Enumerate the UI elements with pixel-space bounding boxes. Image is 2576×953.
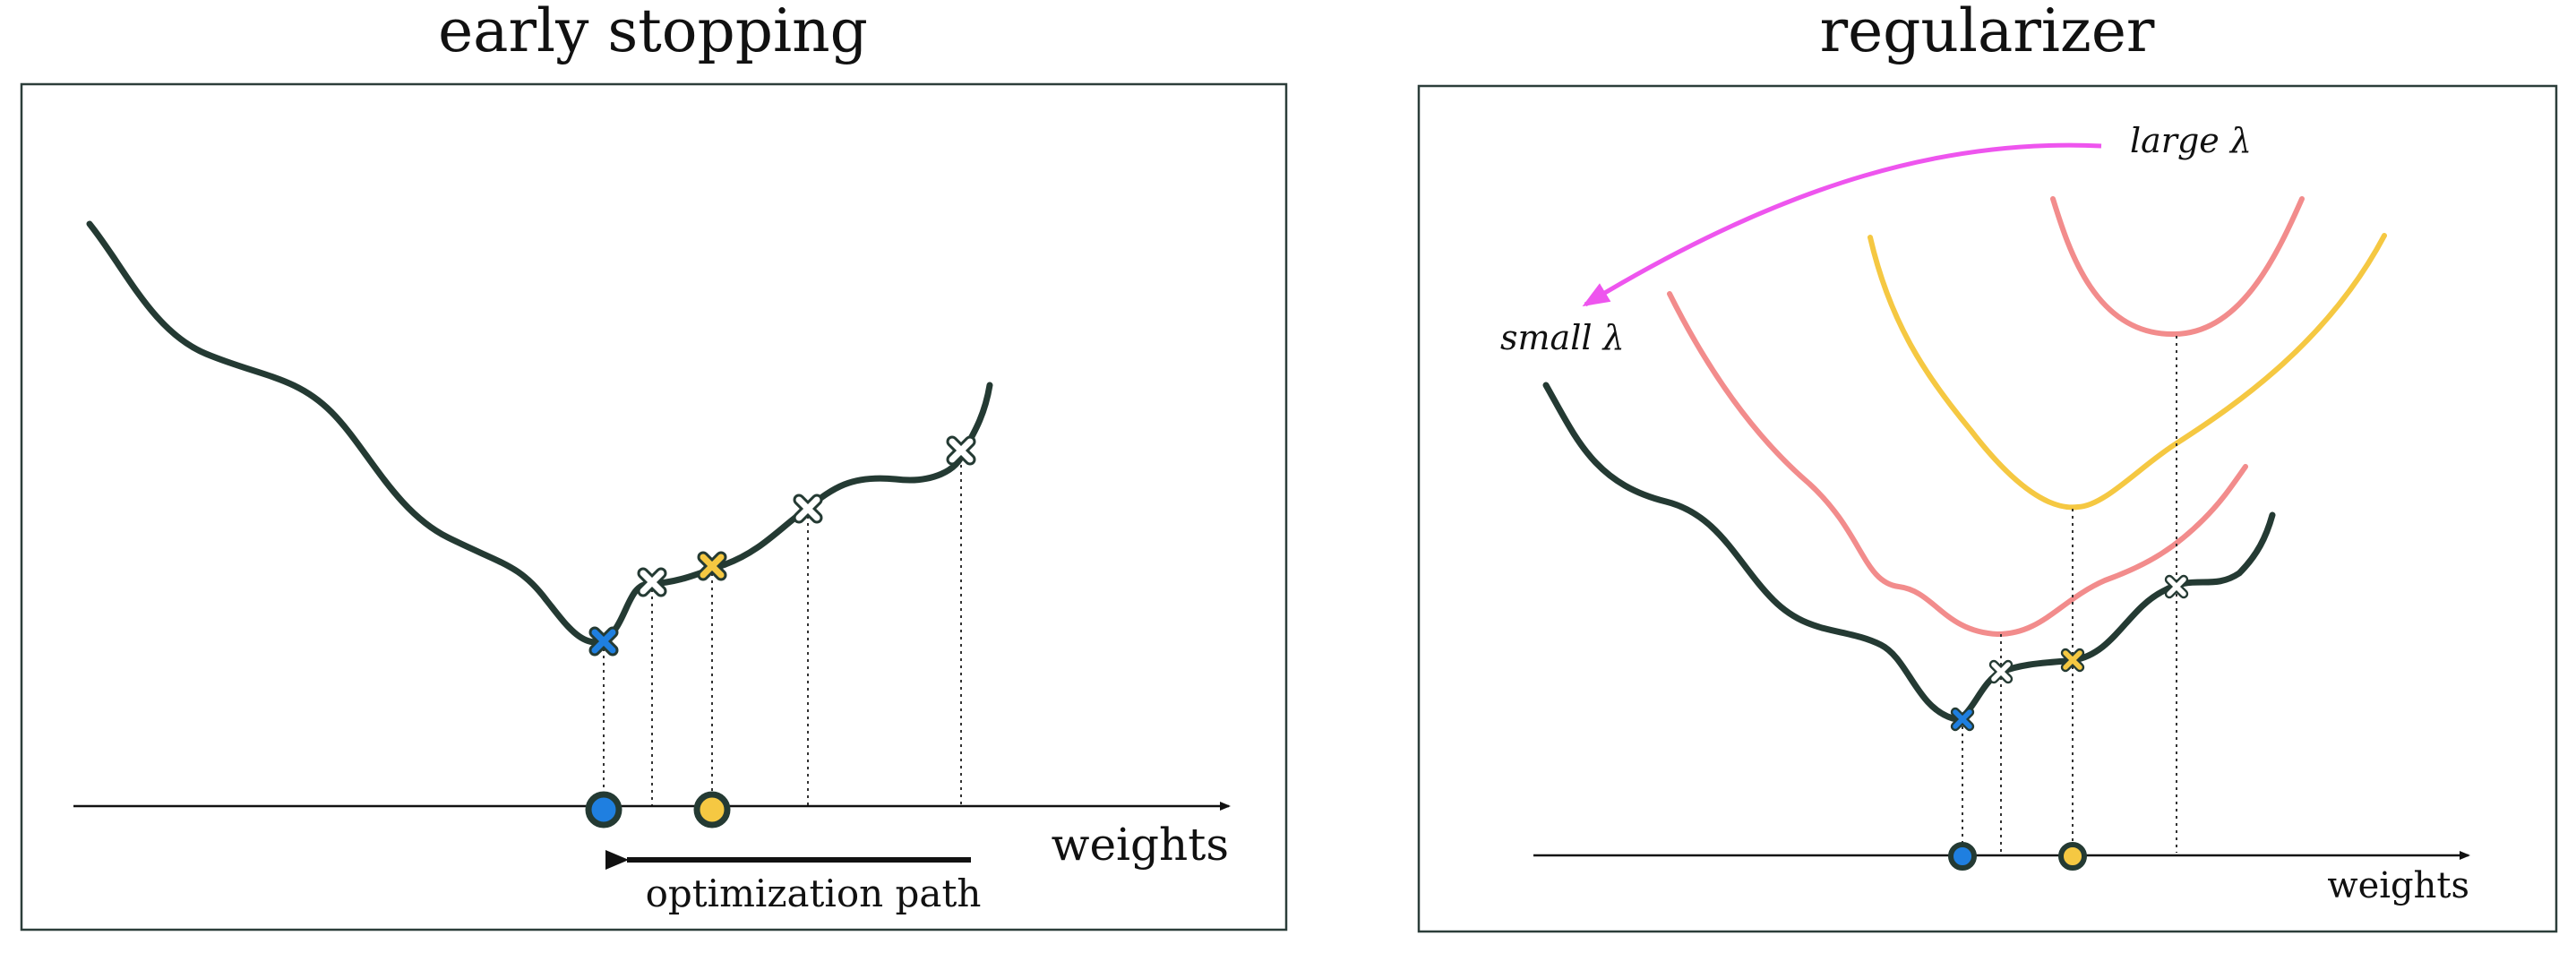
left-panel: weights optimization path <box>20 82 1288 932</box>
left-panel-frame <box>20 82 1288 932</box>
regularized-curve-pink-bottom <box>1667 291 2248 638</box>
left-axis-yellow-circle <box>693 791 731 829</box>
right-panel: large λ small λ weights <box>1417 84 2558 933</box>
left-white-x-marker-2 <box>799 500 817 518</box>
left-white-x-marker-3 <box>952 442 970 459</box>
right-drop-lines <box>1962 336 2177 853</box>
regularized-curve-yellow <box>1868 233 2387 511</box>
left-weights-label: weights <box>1052 819 1229 871</box>
large-lambda-label: large λ <box>2130 121 2252 160</box>
right-panel-title: regularizer <box>1819 0 2155 65</box>
left-axis-blue-circle <box>585 791 623 829</box>
right-panel-frame <box>1417 84 2558 933</box>
right-weights-label: weights <box>2327 865 2469 906</box>
left-drop-lines <box>603 451 962 806</box>
left-blue-x-marker <box>595 632 613 650</box>
left-panel-title: early stopping <box>438 0 868 65</box>
left-white-x-marker-1 <box>643 573 661 591</box>
small-lambda-label: small λ <box>1500 318 1625 357</box>
right-axis-blue-circle <box>1948 842 1977 871</box>
left-yellow-x-marker <box>703 557 721 575</box>
right-white-x-marker-2 <box>2169 580 2184 594</box>
lambda-direction-arrow <box>1582 142 2102 307</box>
optimization-path-label: optimization path <box>646 871 982 915</box>
right-white-x-marker-1 <box>1994 665 2008 679</box>
regularized-curve-pink-top <box>2050 196 2305 338</box>
left-loss-curve <box>86 220 993 646</box>
right-blue-x-marker <box>1955 712 1970 726</box>
right-axis-yellow-circle <box>2058 842 2087 871</box>
right-yellow-x-marker <box>2065 653 2080 667</box>
